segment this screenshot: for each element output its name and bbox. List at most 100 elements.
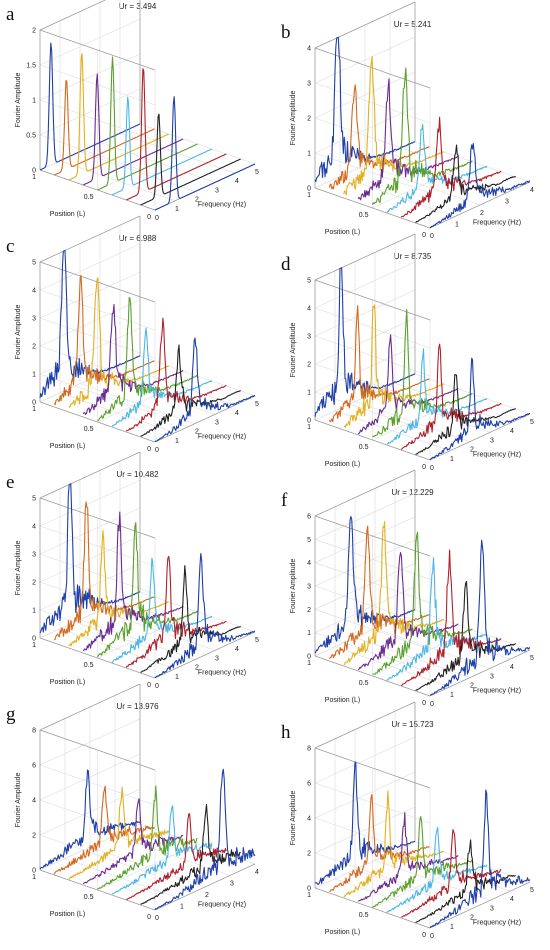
chart-title: Ur = 10.482 (116, 470, 159, 479)
x-axis-label: Frequency (Hz) (473, 452, 521, 459)
x-tick-label: 0 (430, 701, 434, 708)
series-line-2 (54, 79, 155, 176)
series-line-6 (111, 557, 213, 664)
axis-box-edge (429, 413, 531, 461)
axis-box-edge (154, 863, 256, 911)
z-tick-label: 1 (307, 151, 311, 158)
z-tick-label: 2 (307, 362, 311, 369)
series-line-1 (314, 761, 416, 886)
series-line-4 (357, 334, 459, 435)
series-line-7 (400, 549, 502, 687)
z-tick-label: 1 (32, 98, 36, 105)
z-tick-label: 4 (32, 524, 36, 531)
grid-line (314, 261, 416, 309)
grid-line (39, 299, 141, 347)
grid-line (314, 736, 416, 784)
grid-line (372, 861, 473, 909)
z-tick-label: 8 (307, 746, 311, 753)
x-tick-label: 4 (510, 896, 514, 903)
z-axis-label: Fourier Amplitude (290, 90, 297, 145)
series-line-9 (429, 539, 531, 696)
x-tick-label: 0 (155, 915, 159, 922)
panel-letter: f (281, 490, 288, 511)
x-axis-label: Frequency (Hz) (198, 434, 246, 441)
z-tick-label: 0 (32, 636, 36, 643)
chart-title: Ur = 8.735 (393, 252, 432, 261)
series-line-2 (53, 501, 155, 641)
series-line-1 (39, 42, 141, 171)
grid-line (39, 327, 141, 375)
series-line-7 (125, 317, 227, 432)
x-tick-label: 1 (450, 692, 454, 699)
series-line-9 (154, 96, 256, 211)
grid-line (97, 611, 198, 659)
grid-line (39, 88, 141, 136)
x-tick-label: 3 (490, 905, 494, 912)
x-tick-label: 3 (215, 419, 219, 426)
series-line-5 (97, 56, 198, 191)
panel-letter: g (6, 704, 16, 725)
series-line-6 (111, 327, 213, 427)
series-line-4 (357, 78, 459, 201)
z-tick-label: 0 (32, 168, 36, 175)
z-tick-label: 3 (307, 334, 311, 341)
z-tick-label: 2 (307, 116, 311, 123)
z-axis-label: Fourier Amplitude (15, 772, 22, 827)
grid-line (39, 479, 141, 527)
z-tick-label: 5 (307, 278, 311, 285)
axis-box-edge (39, 215, 141, 263)
y-axis-label: Position (L) (325, 461, 360, 468)
x-tick-label: 5 (255, 637, 259, 644)
x-tick-label: 1 (180, 904, 184, 911)
x-tick-label: 1 (175, 438, 179, 445)
y-tick-label: 0 (422, 232, 426, 239)
panel-letter: h (281, 722, 291, 743)
z-axis-label: Fourier Amplitude (15, 540, 22, 595)
z-tick-label: 2 (32, 344, 36, 351)
axis-box-edge (39, 683, 141, 731)
series-line-6 (386, 348, 488, 445)
x-tick-label: 1 (455, 222, 459, 229)
grid-line (39, 53, 141, 101)
y-tick-label: 0.5 (359, 444, 369, 451)
series-line-6 (386, 826, 488, 914)
series-line-8 (415, 839, 516, 924)
grid-line (314, 806, 416, 854)
y-axis-label: Position (L) (325, 929, 360, 936)
z-tick-label: 3 (307, 584, 311, 591)
axis-box-edge (314, 279, 431, 321)
z-axis-label: Fourier Amplitude (15, 72, 22, 127)
grid-line (314, 516, 416, 563)
y-axis-label: Position (L) (50, 911, 85, 918)
axis-box-edge (39, 0, 107, 31)
series-line-4 (82, 798, 184, 885)
x-tick-label: 5 (530, 655, 534, 662)
chart-panel-b: b Ur = 5.241 0 1 2 3 4 0 1 2 3 4 0 0.5 1 Frequency (Hz)… (275, 1, 550, 250)
series-line-5 (97, 785, 198, 890)
x-tick-label: 5 (530, 887, 534, 894)
x-tick-label: 2 (470, 447, 474, 454)
axis-box-edge (39, 729, 156, 771)
x-tick-label: 4 (530, 187, 534, 194)
z-tick-label: 4 (307, 816, 311, 823)
grid-line (39, 507, 141, 555)
x-tick-label: 4 (510, 428, 514, 435)
grid-line (314, 609, 416, 657)
x-axis-label: Frequency (Hz) (473, 920, 521, 927)
grid-line (314, 345, 416, 393)
series-line-3 (343, 521, 444, 666)
axis-box-edge (314, 887, 431, 929)
x-axis-label: Frequency (Hz) (198, 902, 246, 909)
chart-panel-d: d Ur = 8.735 0 1 2 3 4 5 0 1 2 3 4 5 0 0.5 1 Frequency (H… (275, 233, 550, 482)
z-tick-label: 0.5 (26, 133, 36, 140)
axis-box-edge (429, 649, 531, 697)
y-axis-label: Position (L) (50, 679, 85, 686)
x-tick-label: 1 (450, 924, 454, 931)
axis-box-edge (39, 401, 156, 443)
z-tick-label: 2 (32, 580, 36, 587)
z-tick-label: 8 (32, 728, 36, 735)
grid-line (314, 317, 416, 365)
